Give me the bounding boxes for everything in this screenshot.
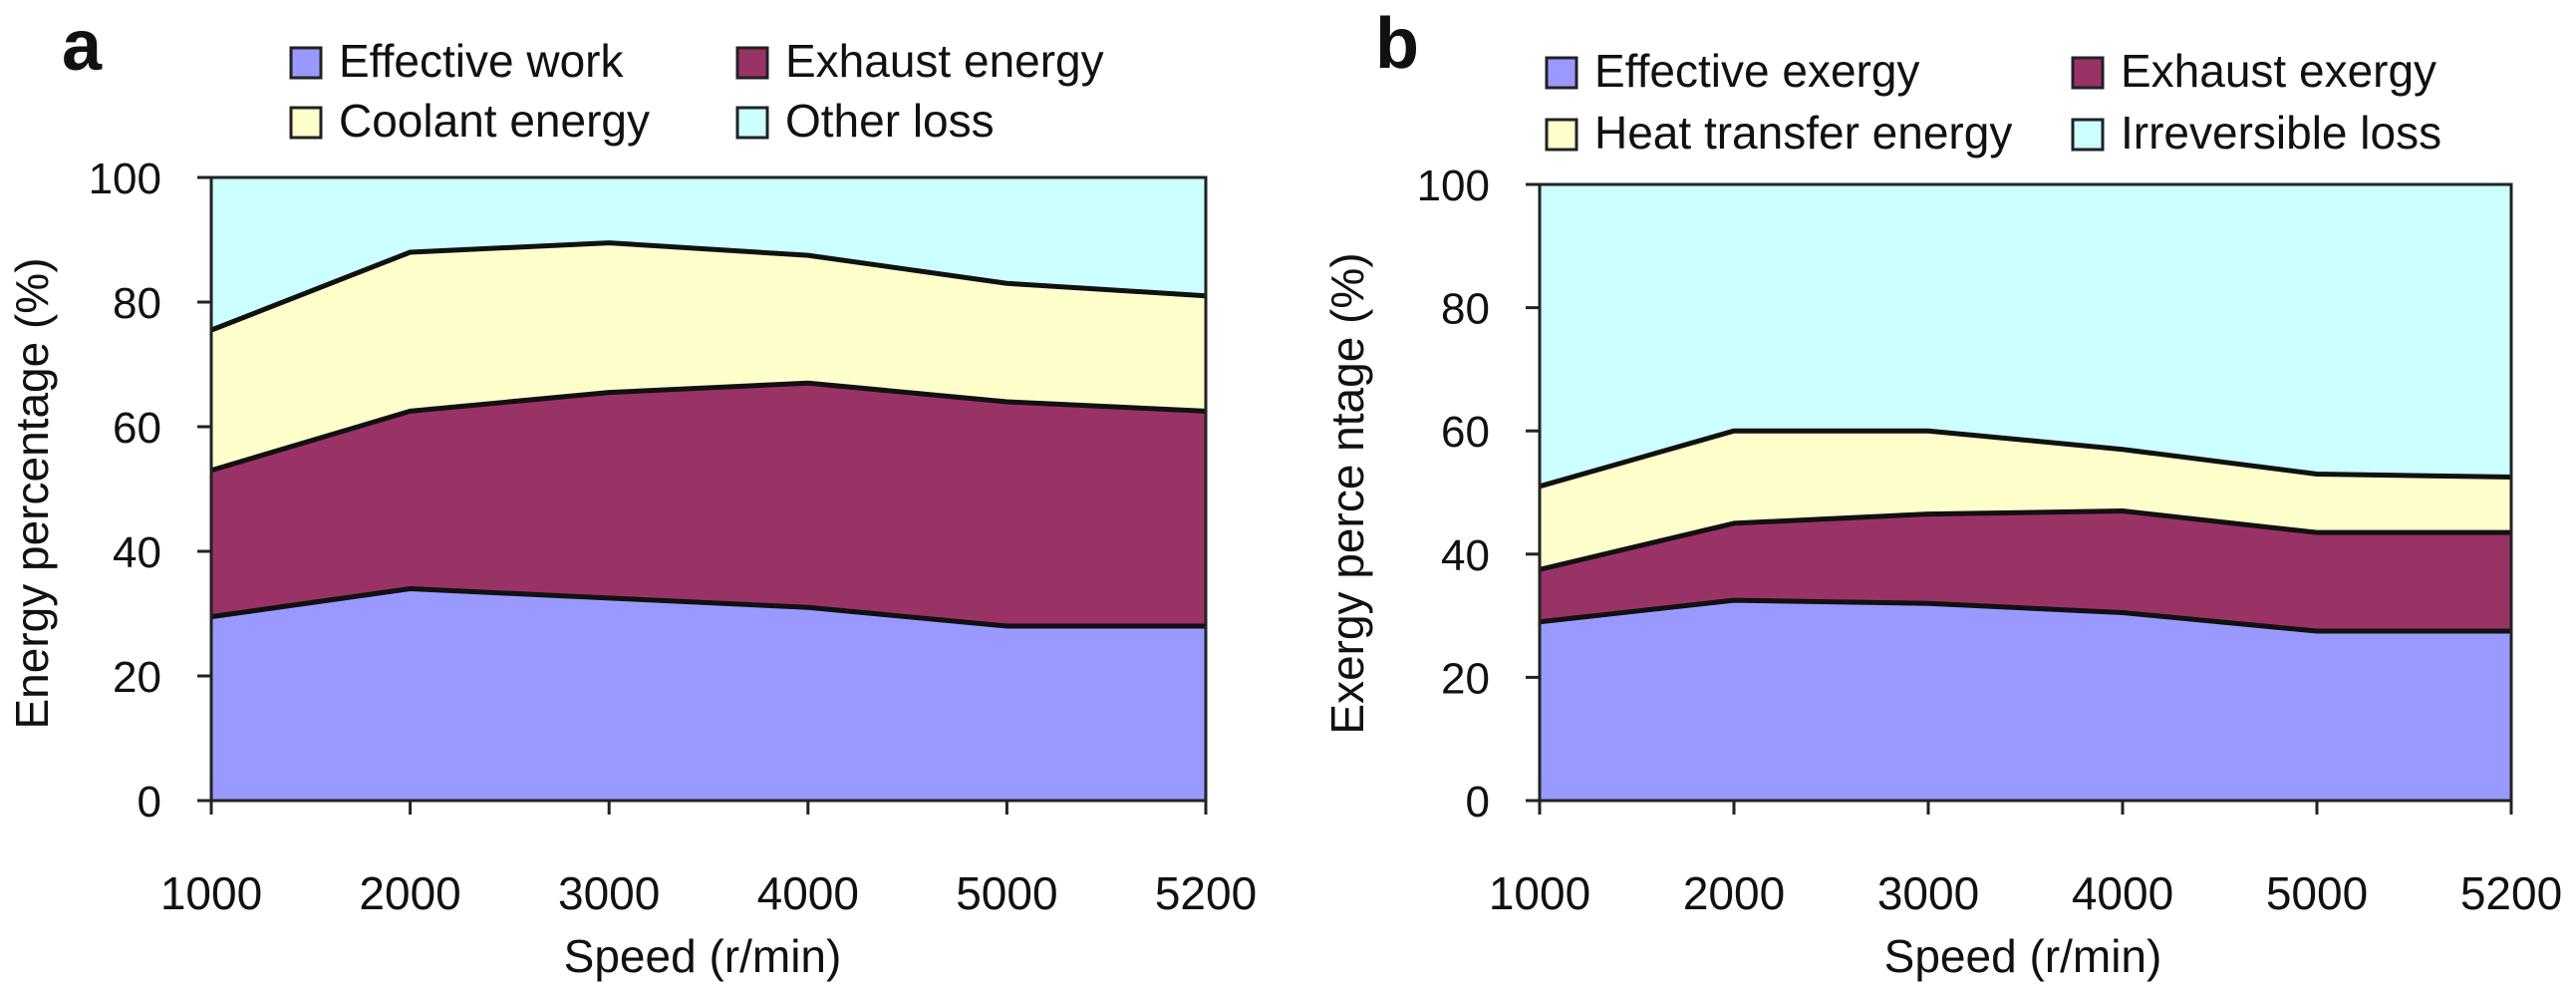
x-tick-label: 4000: [757, 867, 859, 919]
x-tick-label: 5000: [2266, 867, 2368, 919]
y-tick-label: 0: [1466, 778, 1490, 827]
legend-label: Coolant energy: [339, 95, 650, 147]
legend-label: Heat transfer energy: [1594, 107, 2012, 159]
series-boundary-line: [210, 380, 1207, 474]
plot-area-b: [1539, 184, 2512, 801]
panel-a: a Effective work Exhaust energy Coolant en…: [6, 6, 1257, 982]
axes-a: 0 20 40 60 80 100 1000 2000 3000 4000 5000 5200: [89, 155, 1258, 919]
legend-swatch: [1545, 56, 1578, 90]
legend-swatch: [2071, 56, 2105, 90]
series-boundary-line: [210, 586, 1206, 629]
axes-b: 0 20 40 60 80 100 1000 2000 3000 4000 5000 5200: [1417, 162, 2563, 919]
y-tick-label: 100: [89, 155, 161, 203]
legend-label: Effective work: [339, 35, 624, 87]
plot-frame: [209, 175, 1208, 803]
series-boundary-line: [1539, 508, 2511, 572]
x-tick-label: 3000: [558, 867, 660, 919]
panel-label-b: b: [1375, 4, 1419, 84]
legend-label: Exhaust energy: [785, 35, 1104, 87]
x-axis-label-a: Speed (r/min): [564, 930, 842, 982]
y-tick-label: 40: [113, 528, 161, 577]
panel-label-a: a: [62, 6, 103, 86]
x-tick-label: 4000: [2072, 867, 2173, 919]
legend-swatch: [289, 106, 323, 140]
legend-swatch: [735, 46, 769, 80]
y-tick-label: 100: [1417, 162, 1490, 210]
y-tick-label: 80: [1441, 285, 1490, 334]
y-tick-label: 20: [113, 653, 161, 702]
area-series-3: [1540, 431, 2511, 570]
x-tick-label: 5200: [1155, 867, 1257, 919]
y-tick-label: 60: [113, 404, 161, 453]
area-series-2: [211, 383, 1206, 626]
panel-b: b Effective exergy Exhaust exergy Heat tra…: [1321, 4, 2562, 982]
x-tick-label: 5200: [2460, 867, 2562, 919]
legend-b: Effective exergy Exhaust exergy Heat trans…: [1545, 45, 2441, 159]
x-axis-label-b: Speed (r/min): [1884, 930, 2162, 982]
y-axis-label-b: Exergy perce ntage (%): [1321, 252, 1373, 734]
y-axis-label-a: Energy percentage (%): [6, 257, 58, 729]
area-series-1: [1540, 600, 2511, 801]
y-tick-label: 80: [113, 279, 161, 328]
x-tick-label: 2000: [359, 867, 460, 919]
y-tick-label: 0: [138, 778, 161, 827]
series-boundary-line: [1539, 597, 2511, 634]
area-series-3: [211, 242, 1206, 471]
legend-swatch: [2071, 118, 2105, 152]
legend-swatch: [1545, 118, 1578, 152]
series-boundary-line: [210, 240, 1207, 333]
legend-label: Other loss: [785, 95, 995, 147]
area-series-4: [1540, 184, 2511, 487]
area-series-4: [211, 177, 1206, 331]
x-tick-label: 3000: [1877, 867, 1979, 919]
y-tick-label: 60: [1441, 408, 1490, 457]
y-tick-label: 40: [1441, 531, 1490, 580]
y-tick-label: 20: [1441, 654, 1490, 703]
legend-label: Exhaust exergy: [2121, 45, 2436, 97]
area-series-1: [211, 588, 1206, 801]
legend-swatch: [289, 46, 323, 80]
x-tick-label: 1000: [1489, 867, 1590, 919]
legend-label: Effective exergy: [1594, 45, 1919, 97]
x-tick-label: 2000: [1683, 867, 1785, 919]
plot-frame: [1538, 182, 2513, 803]
legend-label: Irreversible loss: [2121, 107, 2441, 159]
legend-a: Effective work Exhaust energy Coolant ener…: [289, 35, 1104, 147]
x-tick-label: 1000: [160, 867, 262, 919]
x-tick-label: 5000: [956, 867, 1057, 919]
legend-swatch: [735, 106, 769, 140]
series-boundary-line: [1539, 428, 2512, 490]
plot-area-a: [210, 177, 1207, 801]
